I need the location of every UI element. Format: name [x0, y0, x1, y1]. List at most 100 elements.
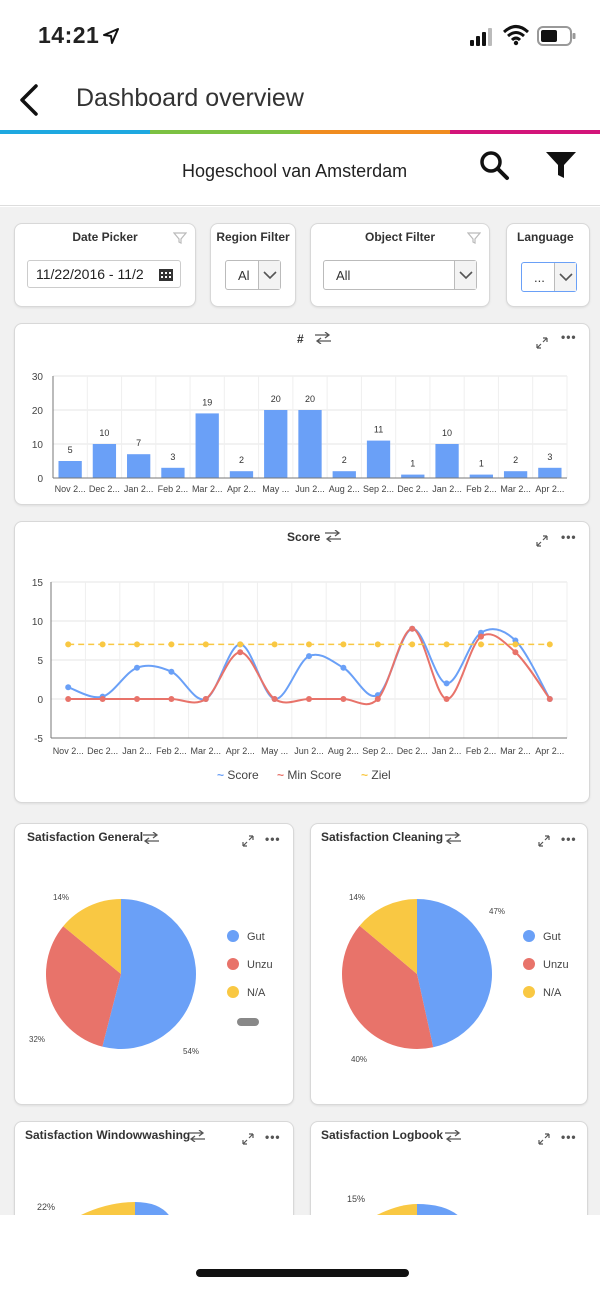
- pie-value-label: 47%: [489, 907, 505, 916]
- more-options-icon[interactable]: •••: [265, 832, 281, 846]
- x-tick-label: Apr 2...: [226, 746, 255, 756]
- object-select[interactable]: All: [323, 260, 477, 290]
- pie-slice: [359, 899, 417, 974]
- x-tick-label: Feb 2...: [466, 484, 497, 494]
- x-tick-label: Jan 2...: [124, 484, 154, 494]
- swap-arrows-icon[interactable]: [141, 832, 161, 844]
- data-point: [340, 696, 347, 702]
- swap-arrows-icon[interactable]: [313, 332, 333, 344]
- bar: [469, 474, 493, 478]
- home-indicator[interactable]: [196, 1269, 409, 1277]
- pie-slice: [102, 899, 196, 1049]
- legend-label: Gut: [543, 931, 561, 943]
- bar-chart: 0 10 20 30 5 Nov 2... 10 Dec 2... 7 Jan 2... 3 Feb …: [32, 372, 568, 494]
- more-options-icon[interactable]: •••: [561, 832, 577, 846]
- legend-item-ziel[interactable]: ~ Ziel: [361, 768, 391, 782]
- bar: [161, 467, 185, 478]
- swap-arrows-icon[interactable]: [187, 1130, 207, 1142]
- x-tick-label: Mar 2...: [500, 484, 531, 494]
- expand-icon[interactable]: [535, 534, 549, 548]
- data-point: [65, 641, 72, 648]
- chevron-down-icon: [459, 271, 473, 280]
- filter-funnel-icon[interactable]: [467, 231, 481, 245]
- filter-funnel-icon[interactable]: [173, 231, 187, 245]
- chevron-down-icon: [559, 273, 573, 282]
- x-tick-label: Mar 2...: [192, 484, 223, 494]
- data-label: 3: [170, 452, 175, 462]
- region-select[interactable]: Al: [225, 260, 281, 290]
- pie-value-label: 14%: [349, 893, 365, 902]
- legend-label: N/A: [543, 987, 562, 999]
- page-title: Dashboard overview: [76, 84, 304, 112]
- pie-chart-logbook: 15%: [347, 1194, 458, 1215]
- legend-label: Unzu: [247, 959, 273, 971]
- swap-arrows-icon[interactable]: [443, 1130, 463, 1142]
- legend-marker: [227, 930, 239, 942]
- data-point: [306, 641, 312, 648]
- data-point: [409, 625, 416, 632]
- x-tick-label: Nov 2...: [55, 484, 86, 494]
- bar: [332, 471, 356, 478]
- pie-card-logbook: Satisfaction Logbook ••• 15%: [310, 1121, 588, 1215]
- bar: [229, 471, 254, 478]
- data-point: [478, 641, 484, 648]
- data-point: [271, 641, 278, 648]
- x-tick-label: Jun 2...: [294, 746, 324, 756]
- x-tick-label: Jan 2...: [122, 746, 152, 756]
- data-point: [443, 680, 450, 687]
- bar: [503, 471, 528, 478]
- swap-arrows-icon[interactable]: [323, 530, 343, 542]
- legend-label: Unzu: [543, 959, 569, 971]
- x-tick-label: Sep 2...: [362, 746, 393, 756]
- line-chart-legend: ~ Score ~ Min Score ~ Ziel: [217, 768, 477, 786]
- wifi-icon: [503, 25, 529, 46]
- data-point: [340, 641, 347, 648]
- legend-label: Gut: [247, 931, 265, 943]
- expand-icon[interactable]: [241, 834, 255, 848]
- back-arrow-icon[interactable]: [14, 78, 44, 122]
- more-options-icon[interactable]: •••: [265, 1130, 281, 1144]
- legend-item-min-score[interactable]: ~ Min Score: [277, 768, 342, 782]
- x-tick-label: May ...: [261, 746, 288, 756]
- expand-icon[interactable]: [535, 336, 549, 350]
- expand-icon[interactable]: [537, 834, 551, 848]
- pie-title-windowwashing: Satisfaction Windowwashing: [25, 1128, 191, 1142]
- data-point: [374, 641, 381, 648]
- more-options-icon[interactable]: •••: [561, 530, 577, 544]
- bar: [366, 440, 391, 478]
- cellular-signal-icon: [470, 28, 492, 46]
- more-options-icon[interactable]: •••: [561, 1130, 577, 1144]
- legend-item-score[interactable]: ~ Score: [217, 768, 259, 782]
- date-range-input[interactable]: 11/22/2016 - 11/2: [27, 260, 181, 288]
- chevron-down-icon: [263, 271, 277, 280]
- status-bar: 14:21: [0, 0, 600, 70]
- calendar-icon[interactable]: [158, 266, 174, 282]
- data-label: 5: [68, 445, 73, 455]
- bar-chart-title: #: [297, 332, 304, 346]
- battery-icon: [537, 26, 576, 46]
- legend-marker: [523, 958, 535, 970]
- pie-chart-cleaning: 47% 40% 14% Gut Unzu N/A: [342, 893, 569, 1064]
- pie-value-label: 32%: [29, 1035, 45, 1044]
- swap-arrows-icon[interactable]: [443, 832, 463, 844]
- more-options-icon[interactable]: •••: [561, 330, 577, 344]
- expand-icon[interactable]: [537, 1132, 551, 1146]
- data-point: [99, 641, 106, 648]
- x-tick-label: May ...: [262, 484, 289, 494]
- data-label: 2: [239, 455, 244, 465]
- filter-icon[interactable]: [544, 148, 578, 182]
- dashboard-content: Date Picker 11/22/2016 - 11/2 Region Fil…: [0, 207, 600, 1215]
- data-point: [443, 641, 450, 648]
- pie-slice: [417, 1204, 458, 1215]
- expand-icon[interactable]: [241, 1132, 255, 1146]
- pie-card-general: Satisfaction General ••• 54% 32% 14% Gut Unz…: [14, 823, 294, 1105]
- y-tick-label: 10: [32, 617, 44, 628]
- pie-slice: [135, 1202, 169, 1215]
- legend-marker: [227, 958, 239, 970]
- language-select[interactable]: ...: [521, 262, 577, 292]
- x-tick-label: Apr 2...: [535, 484, 564, 494]
- data-point: [237, 649, 244, 656]
- data-point: [202, 641, 209, 648]
- search-icon[interactable]: [477, 148, 511, 182]
